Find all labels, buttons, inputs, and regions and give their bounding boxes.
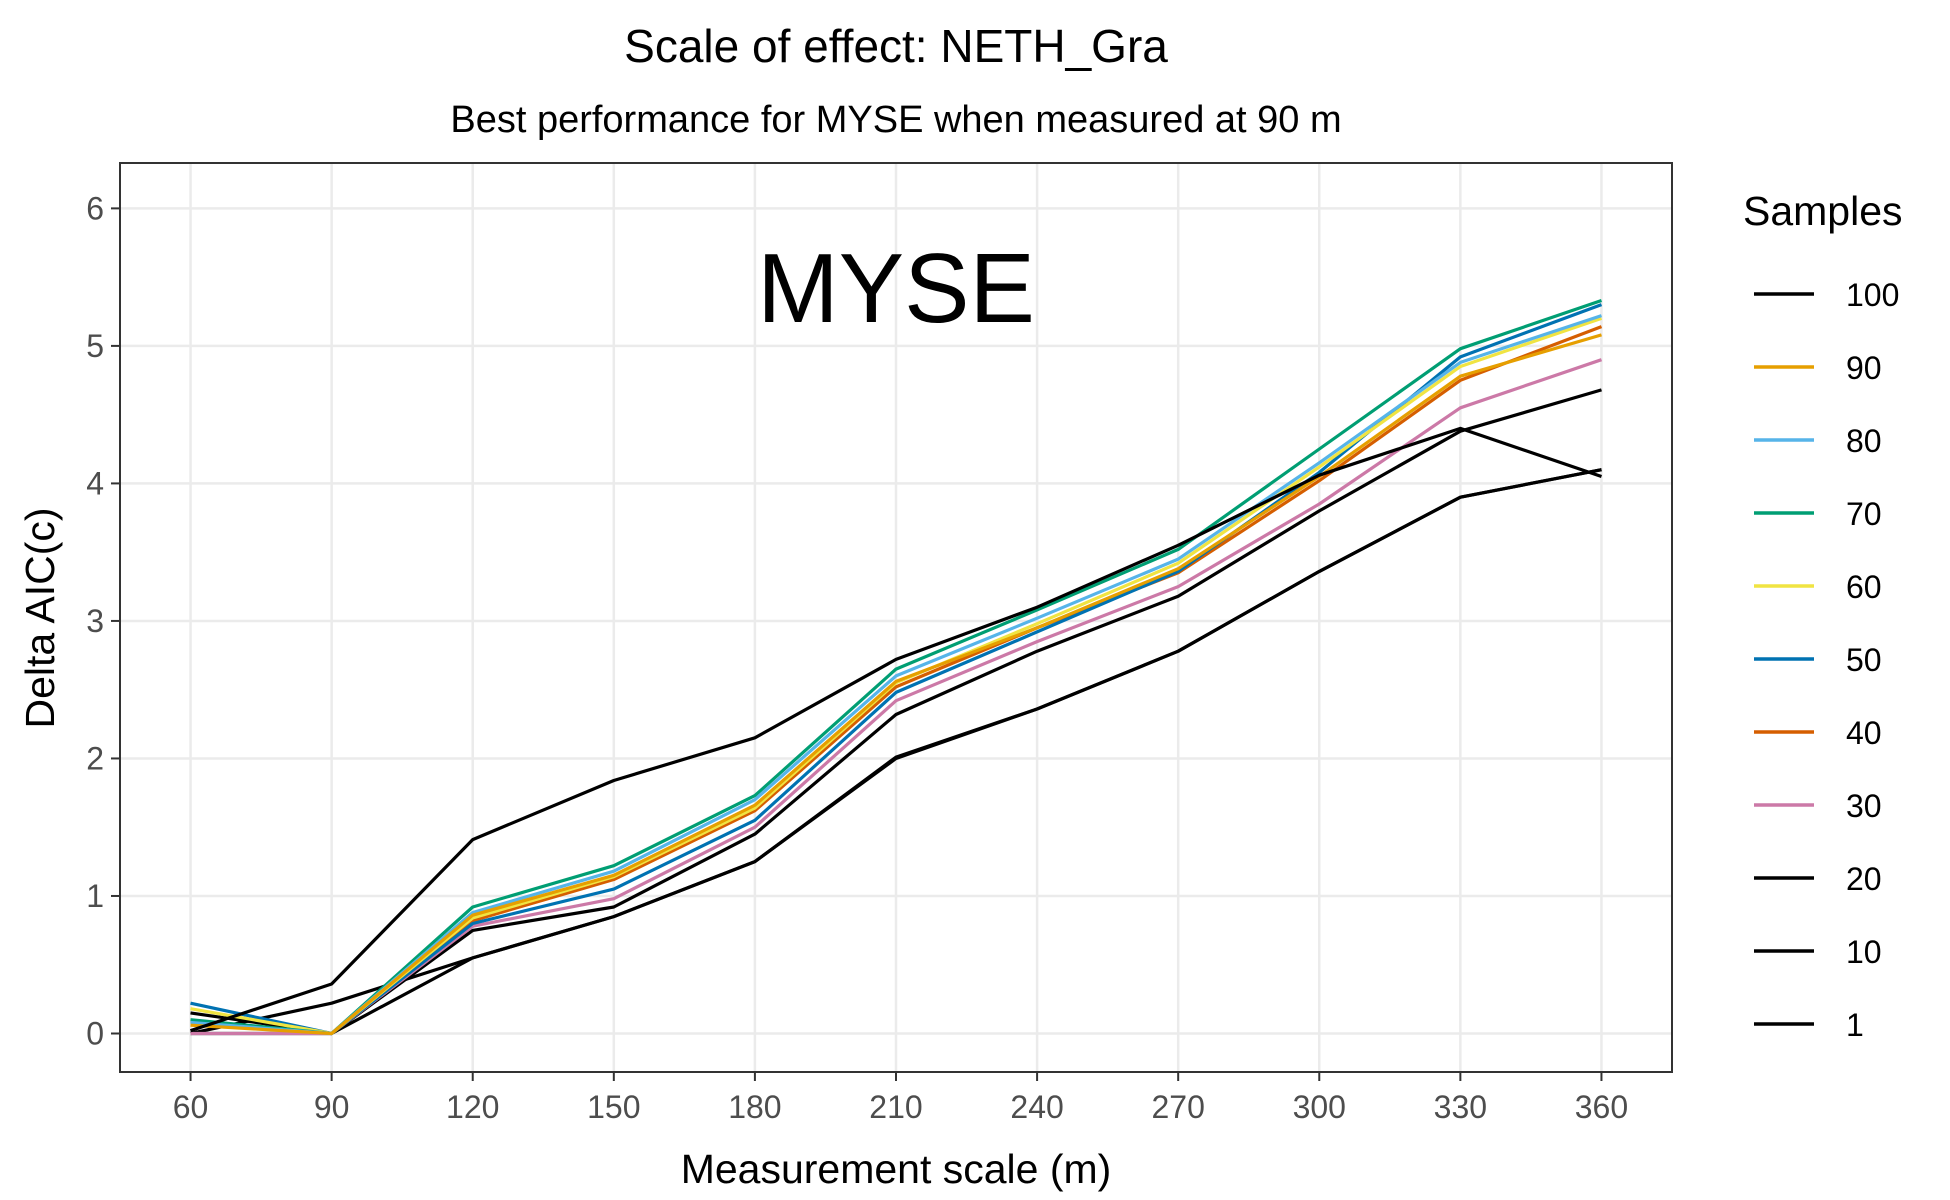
series-line-20 <box>190 388 1602 1036</box>
chart-title: Scale of effect: NETH_Gra <box>624 20 1168 72</box>
series-line-10 <box>190 468 1602 1036</box>
x-tick-label: 330 <box>1434 1089 1487 1125</box>
legend-label: 60 <box>1846 569 1882 605</box>
chart-annotation: MYSE <box>757 233 1035 343</box>
series-group <box>189 298 1603 1036</box>
x-axis-ticks: 60 90 120 150 180 210 240 270 300 330 360 <box>173 1072 1628 1125</box>
legend-label: 50 <box>1846 642 1882 678</box>
series-line-100 <box>189 426 1603 1033</box>
x-tick-label: 180 <box>728 1089 781 1125</box>
x-tick-label: 90 <box>314 1089 350 1125</box>
chart-subtitle: Best performance for MYSE when measured … <box>450 99 1341 141</box>
x-axis-label: Measurement scale (m) <box>681 1146 1112 1192</box>
y-tick-label: 6 <box>86 190 104 226</box>
legend: 100 90 80 70 60 50 40 30 20 10 1 <box>1754 277 1899 1043</box>
series-line-70 <box>190 298 1603 1036</box>
x-tick-label: 300 <box>1293 1089 1346 1125</box>
legend-label: 20 <box>1846 861 1882 897</box>
y-tick-label: 2 <box>86 740 104 776</box>
legend-label: 30 <box>1846 788 1882 824</box>
legend-label: 100 <box>1846 277 1899 313</box>
legend-label: 80 <box>1846 423 1882 459</box>
x-tick-label: 360 <box>1575 1089 1628 1125</box>
x-tick-label: 210 <box>869 1089 922 1125</box>
y-axis-label: Delta AIC(c) <box>17 508 63 729</box>
legend-label: 10 <box>1846 934 1882 970</box>
legend-title: Samples <box>1743 188 1903 234</box>
legend-label: 40 <box>1846 715 1882 751</box>
x-tick-label: 150 <box>587 1089 640 1125</box>
legend-label: 90 <box>1846 350 1882 386</box>
x-tick-label: 270 <box>1151 1089 1204 1125</box>
y-axis-ticks: 0 1 2 3 4 5 6 <box>86 190 120 1051</box>
y-tick-label: 0 <box>86 1015 104 1051</box>
y-tick-label: 5 <box>86 328 104 364</box>
y-tick-label: 4 <box>86 465 104 501</box>
legend-label: 70 <box>1846 496 1882 532</box>
x-tick-label: 60 <box>173 1089 209 1125</box>
y-tick-label: 1 <box>86 878 104 914</box>
x-tick-label: 120 <box>446 1089 499 1125</box>
legend-label: 1 <box>1846 1007 1864 1043</box>
y-tick-label: 3 <box>86 603 104 639</box>
x-tick-label: 240 <box>1010 1089 1063 1125</box>
series-line-90 <box>190 333 1602 1036</box>
